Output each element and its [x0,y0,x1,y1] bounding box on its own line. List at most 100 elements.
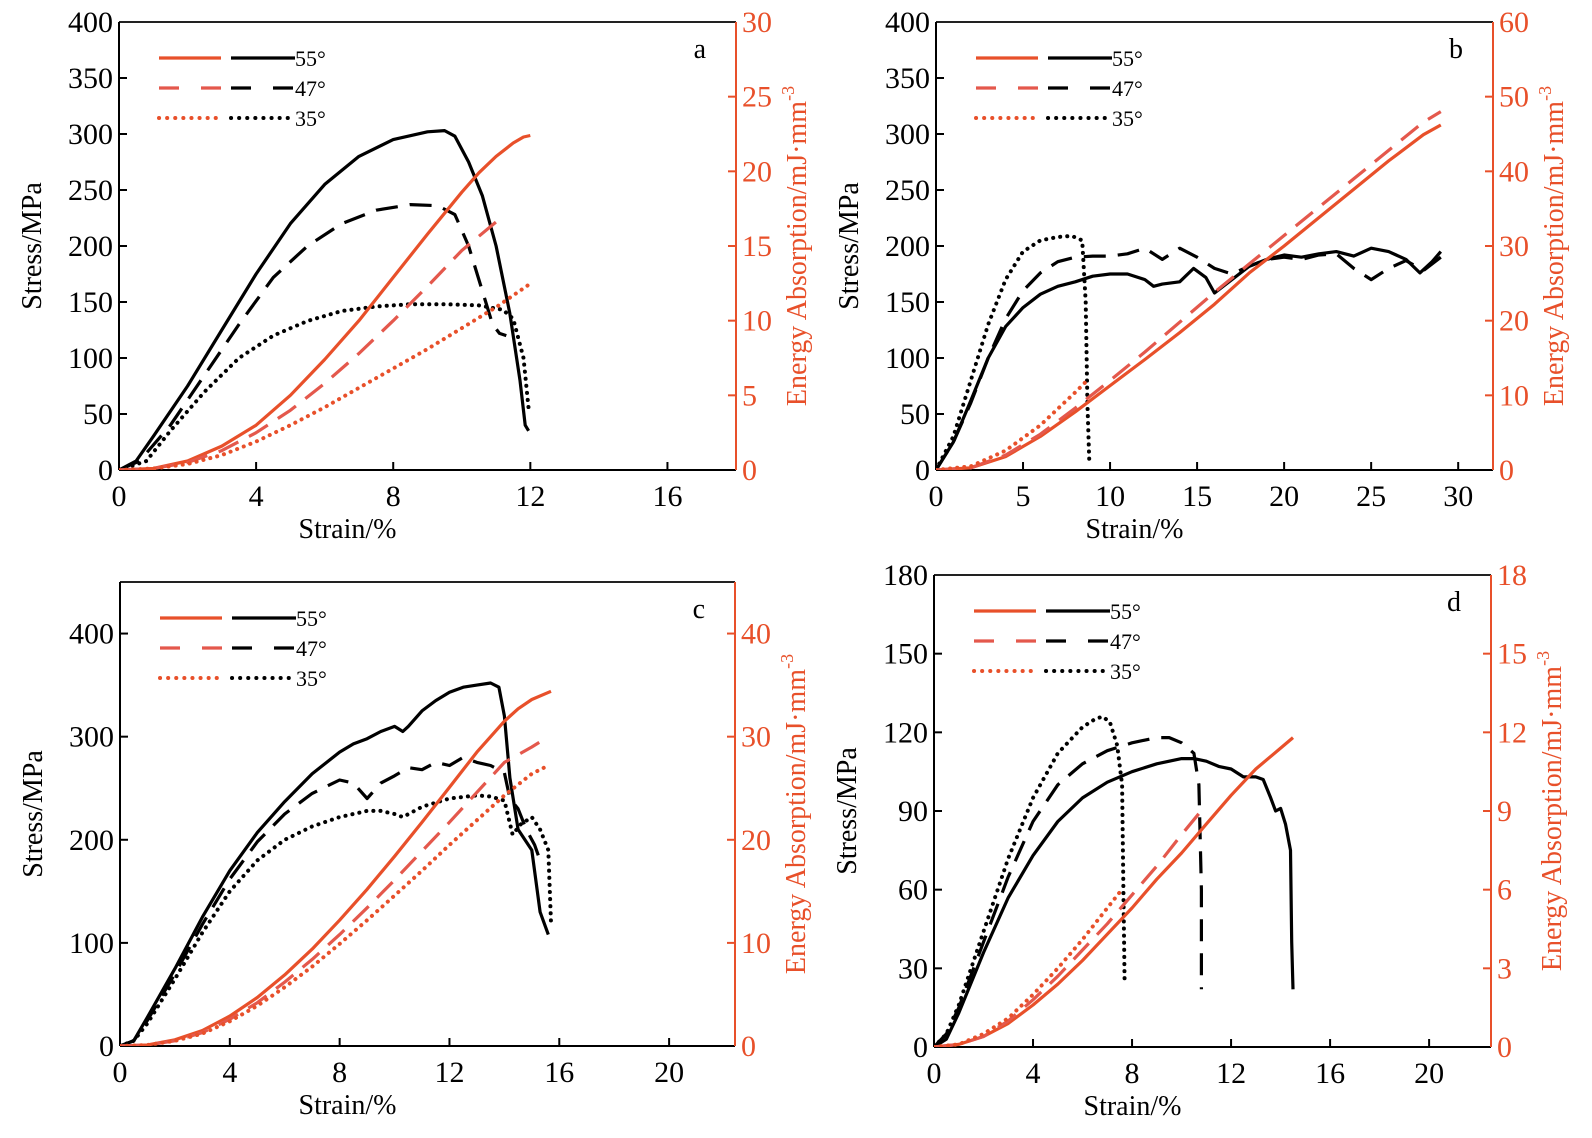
series-35deg-stress [934,714,1127,1047]
y2-tick-label: 50 [1499,81,1529,114]
legend-label: 55° [296,606,327,631]
x-axis-title: Strain/% [1086,514,1184,545]
legend-label: 47° [1110,629,1141,654]
series-35deg-energy [934,890,1122,1047]
series-47deg-energy [119,217,501,470]
y-tick-label: 0 [98,454,113,487]
x-tick-label: 20 [654,1056,684,1089]
series-47deg-stress [934,736,1203,1047]
series-55deg-stress [119,129,530,470]
y2-tick-label: 15 [742,230,772,263]
x-tick-label: 12 [434,1056,464,1089]
legend: 55° 47° 35° [157,46,326,131]
y-tick-label: 0 [99,1030,114,1063]
y-axis-title: Stress/MPa [17,182,48,310]
series-47deg-energy [120,735,550,1046]
y-tick-label: 90 [898,795,928,828]
series-55deg-energy [119,133,531,470]
series-35deg-energy [120,763,551,1046]
panel-a: 0 4 8 12 16 0 50 100 150 200 250 300 350 400 0 5 10 15 20 2… [17,6,813,545]
y-tick-label: 180 [883,559,928,592]
legend-label: 55° [295,46,326,71]
legend-label: 55° [1112,46,1143,71]
x-tick-label: 16 [652,480,682,513]
x-tick-label: 0 [929,480,944,513]
y2-axis-title-superscript: -3 [777,654,797,669]
y2-tick-label: 0 [741,1030,756,1063]
y-tick-label: 300 [885,118,930,151]
legend-label: 47° [295,76,326,101]
series-55deg-energy [936,123,1442,470]
x-tick-label: 5 [1016,480,1031,513]
y2-axis-title-superscript: -3 [778,86,798,101]
legend: 55° 47° 35° [974,46,1143,131]
y2-tick-label: 9 [1497,795,1512,828]
x-tick-label: 20 [1414,1057,1444,1090]
y2-tick-label: 3 [1497,952,1512,985]
y-tick-label: 30 [898,952,928,985]
y2-tick-label: 20 [1499,305,1529,338]
series-35deg-energy [119,282,531,470]
legend-label: 35° [1112,106,1143,131]
y-tick-label: 120 [883,716,928,749]
panel-letter: b [1449,34,1463,65]
panel-letter: c [693,594,705,625]
y2-tick-label: 12 [1497,716,1527,749]
series-47deg-stress [936,246,1442,470]
y-tick-label: 400 [885,6,930,39]
y-tick-label: 400 [69,618,114,651]
y2-tick-label: 0 [1497,1031,1512,1064]
legend-label: 55° [1110,599,1141,624]
y-tick-label: 50 [900,398,930,431]
series-35deg-stress [120,793,553,1046]
y2-axis-title-superscript: -3 [1535,86,1555,101]
x-axis-title: Strain/% [299,1090,397,1121]
y-tick-label: 0 [913,1031,928,1064]
series-35deg-energy [936,379,1088,470]
y2-axis-title-text: Energy Absorption/mJ·mm [782,101,813,406]
x-tick-label: 0 [113,1056,128,1089]
x-tick-label: 8 [386,480,401,513]
x-tick-label: 20 [1269,480,1299,513]
x-tick-label: 8 [332,1056,347,1089]
x-tick-label: 0 [927,1057,942,1090]
y2-tick-label: 5 [742,379,757,412]
y-tick-label: 100 [69,927,114,960]
x-tick-label: 30 [1443,480,1473,513]
y-tick-label: 150 [883,638,928,671]
y-tick-label: 100 [885,342,930,375]
series-47deg-energy [936,110,1442,470]
y-tick-label: 0 [915,454,930,487]
x-tick-label: 4 [249,480,264,513]
y2-axis-title: Energy Absorption/mJ·mm-3 [777,654,812,974]
x-tick-label: 8 [1125,1057,1140,1090]
legend-label: 35° [295,106,326,131]
series-47deg-stress [119,203,507,470]
y-tick-label: 150 [885,286,930,319]
y-tick-label: 250 [885,174,930,207]
legend-label: 35° [296,666,327,691]
y2-tick-label: 15 [1497,638,1527,671]
x-tick-label: 12 [515,480,545,513]
series-47deg-stress [120,755,542,1046]
legend-label: 47° [296,636,327,661]
y2-axis-title-text: Energy Absorption/mJ·mm [781,669,812,974]
y-tick-label: 350 [885,62,930,95]
y-tick-label: 150 [68,286,113,319]
x-tick-label: 4 [1026,1057,1041,1090]
y-tick-label: 400 [68,6,113,39]
y-tick-label: 200 [68,230,113,263]
y2-axis-title: Energy Absorption/mJ·mm-3 [1535,86,1570,406]
x-axis-title: Strain/% [1084,1091,1182,1122]
x-tick-label: 12 [1216,1057,1246,1090]
series-55deg-stress [934,757,1295,1047]
legend: 55° 47° 35° [972,599,1141,684]
y-tick-label: 60 [898,874,928,907]
y2-axis-title-superscript: -3 [1533,651,1553,666]
series-55deg-stress [120,681,550,1046]
y-axis-title: Stress/MPa [18,750,49,878]
y-tick-label: 200 [69,824,114,857]
y-tick-label: 100 [68,342,113,375]
legend-label: 35° [1110,659,1141,684]
